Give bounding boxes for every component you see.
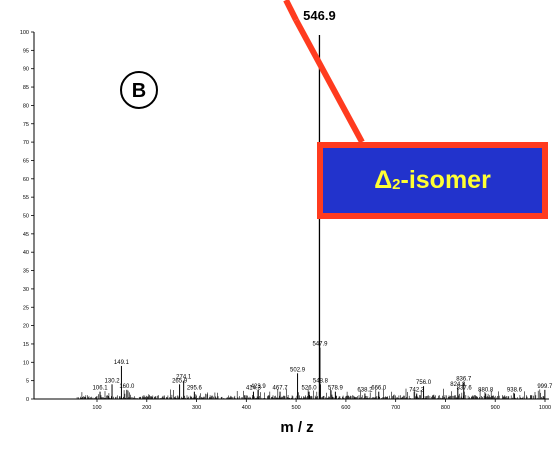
peak-label: 502.9 xyxy=(290,367,306,373)
panel-label-circle xyxy=(120,71,158,109)
y-tick-label: 70 xyxy=(23,140,29,146)
y-tick-label: 35 xyxy=(23,269,29,275)
peak-label: 638.2 xyxy=(357,387,373,393)
x-axis-title: m / z xyxy=(280,419,313,436)
y-tick-label: 100 xyxy=(20,30,29,36)
peak-label: 467.7 xyxy=(273,386,289,392)
y-tick-label: 85 xyxy=(23,85,29,91)
delta-symbol: Δ xyxy=(374,166,393,194)
y-tick-label: 15 xyxy=(23,342,29,348)
x-tick-label: 400 xyxy=(242,405,251,411)
peak-label: 756.0 xyxy=(416,380,432,386)
y-tick-label: 25 xyxy=(23,305,29,311)
y-tick-label: 45 xyxy=(23,232,29,238)
peak-label: 824.8 xyxy=(450,382,466,388)
y-tick-label: 60 xyxy=(23,177,29,183)
y-tick-label: 95 xyxy=(23,48,29,54)
peak-label: 547.9 xyxy=(312,342,328,348)
y-tick-label: 40 xyxy=(23,250,29,256)
x-tick-label: 100 xyxy=(92,405,101,411)
y-tick-label: 30 xyxy=(23,287,29,293)
peak-label: 295.6 xyxy=(187,386,203,392)
x-tick-label: 800 xyxy=(441,405,450,411)
peak-label: 423.9 xyxy=(251,384,267,390)
annotation-arrow xyxy=(293,18,365,144)
peak-label: 666.0 xyxy=(371,386,387,392)
y-tick-label: 10 xyxy=(23,360,29,366)
peak-label: 106.1 xyxy=(93,386,109,392)
main-peak-label: 546.9 xyxy=(303,8,336,23)
peak-label: 836.7 xyxy=(456,376,472,382)
peak-label: 414.3 xyxy=(246,386,262,392)
peak-label: 265.9 xyxy=(172,378,188,384)
x-tick-label: 600 xyxy=(341,405,350,411)
peak-label: 274.1 xyxy=(176,375,192,381)
isomer-text: -isomer xyxy=(400,166,491,194)
peak-label: 837.6 xyxy=(457,386,473,392)
panel-label-text: B xyxy=(132,80,146,102)
y-tick-label: 80 xyxy=(23,103,29,109)
peak-label: 578.9 xyxy=(328,386,344,392)
y-ticks: 0 5 10 15 20 25 30 35 40 45 50 55 60 65 70 75 80 85 90 95 10… xyxy=(20,30,34,403)
y-tick-label: 55 xyxy=(23,195,29,201)
y-tick-label: 65 xyxy=(23,158,29,164)
annotation-arrow-overlay xyxy=(283,0,299,22)
y-tick-label: 50 xyxy=(23,214,29,220)
peak-label: 938.6 xyxy=(507,387,523,393)
peak-label: 149.1 xyxy=(114,360,130,366)
peak-label: 999.7 xyxy=(537,384,553,390)
peak-label: 526.0 xyxy=(302,386,318,392)
x-tick-label: 1000 xyxy=(539,405,551,411)
y-tick-label: 90 xyxy=(23,67,29,73)
peak-label: 130.2 xyxy=(105,378,121,384)
x-tick-label: 900 xyxy=(491,405,500,411)
isomer-annotation-label: Δ 2 -isomer xyxy=(323,148,542,213)
peak-label: 548.8 xyxy=(313,378,329,384)
peak-label: 160.0 xyxy=(119,384,135,390)
x-tick-label: 700 xyxy=(391,405,400,411)
delta-subscript: 2 xyxy=(392,176,401,193)
x-tick-label: 500 xyxy=(292,405,301,411)
y-tick-label: 5 xyxy=(26,379,29,385)
x-tick-label: 300 xyxy=(192,405,201,411)
x-tick-label: 200 xyxy=(142,405,151,411)
y-tick-label: 75 xyxy=(23,122,29,128)
x-ticks: 100 200 300 400 500 600 700 800 900 1000 xyxy=(92,399,551,411)
y-tick-label: 20 xyxy=(23,324,29,330)
peak-label: 742.3 xyxy=(409,387,425,393)
isomer-annotation-box: Δ 2 -isomer xyxy=(317,142,548,219)
peak-label: 880.8 xyxy=(478,387,494,393)
panel-label: B xyxy=(120,71,158,109)
y-tick-label: 0 xyxy=(26,397,29,403)
